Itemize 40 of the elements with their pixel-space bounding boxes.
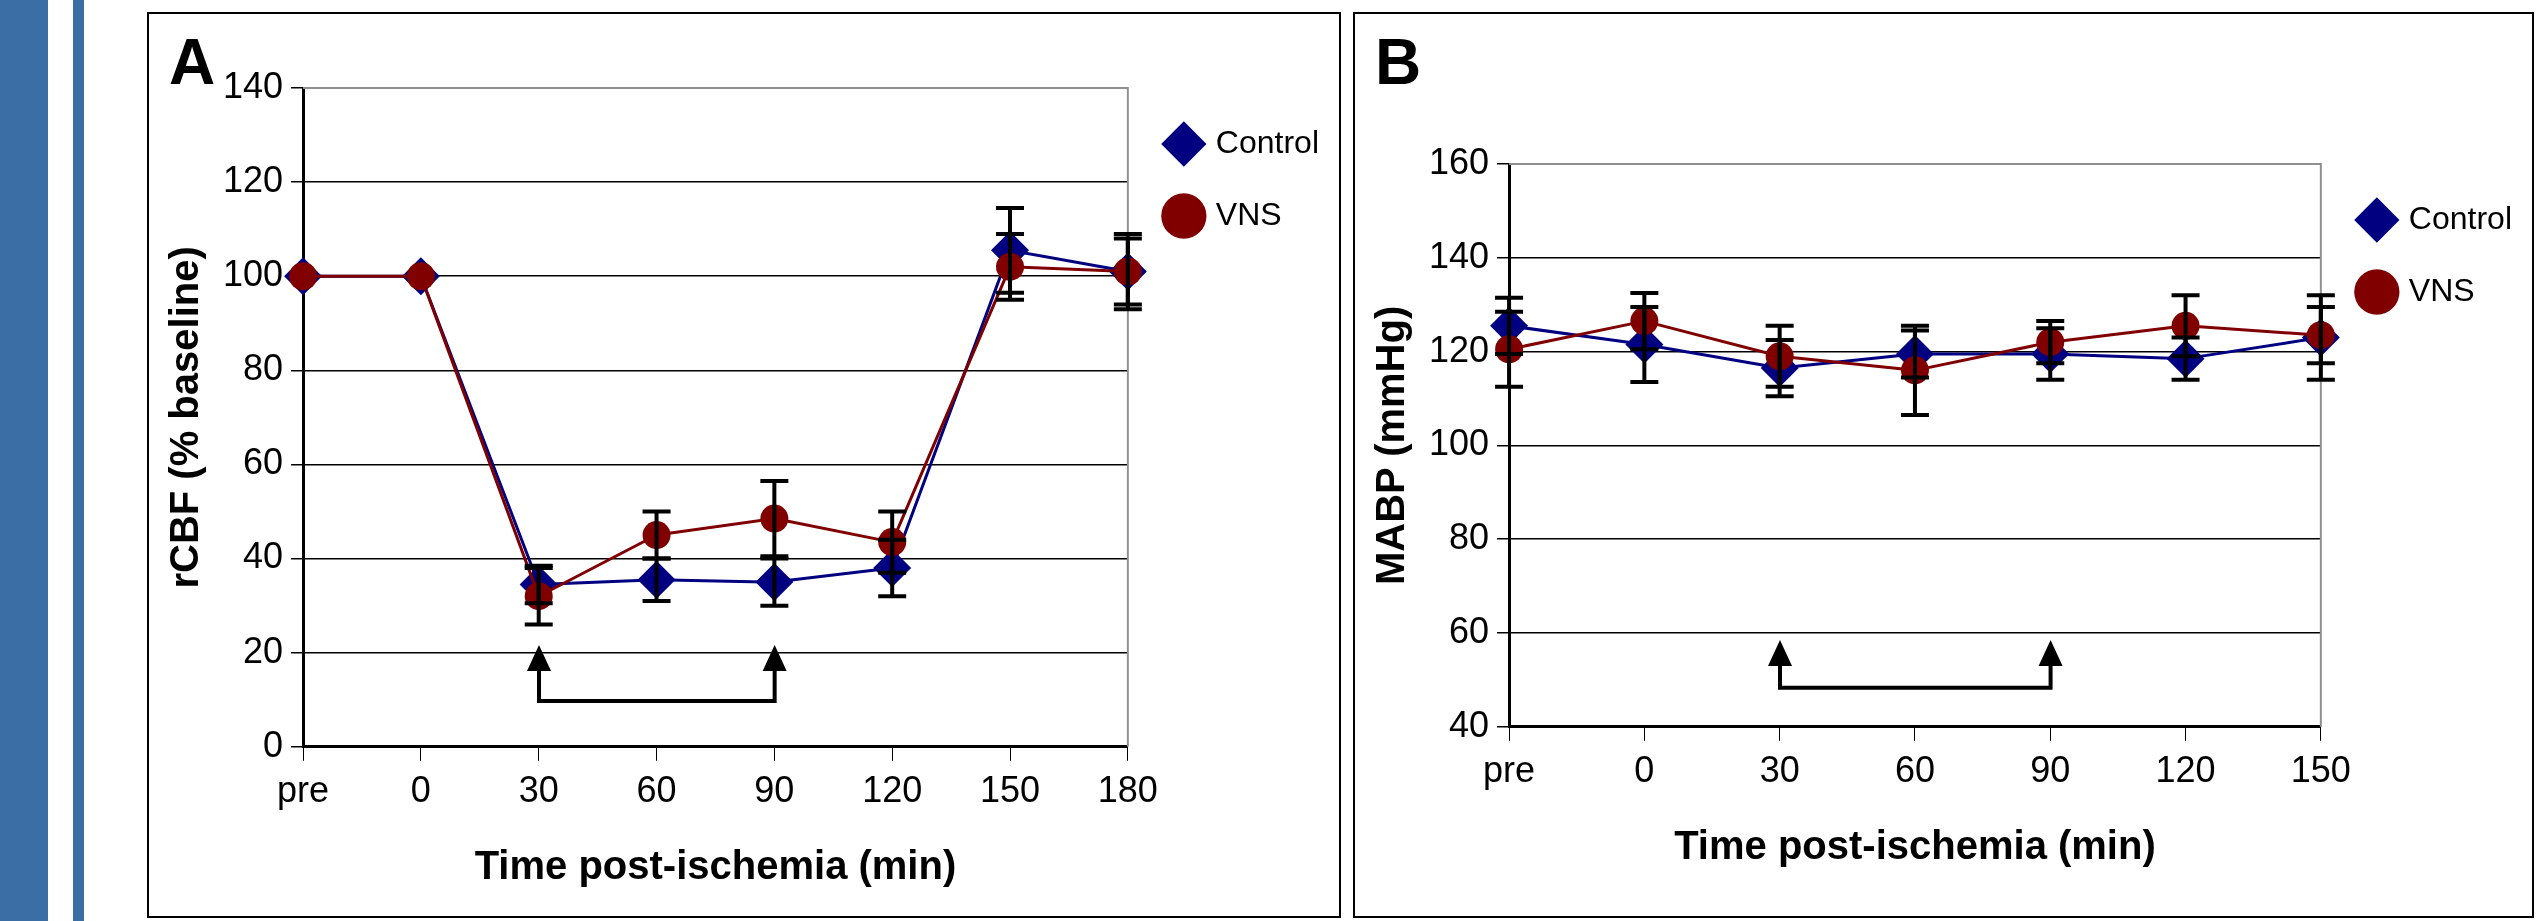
y-tick-label: 120 bbox=[222, 159, 284, 201]
x-tick-label: 0 bbox=[1634, 749, 1655, 791]
text: A bbox=[169, 25, 216, 98]
y-tick-label: 160 bbox=[1428, 140, 1490, 182]
x-tick-label: 30 bbox=[1759, 749, 1800, 791]
y-axis-title: MABP (mmHg) bbox=[1368, 305, 1413, 586]
y-tick-label: 40 bbox=[243, 535, 284, 577]
y-tick-label: 0 bbox=[263, 723, 284, 765]
y-tick-label: 100 bbox=[1428, 422, 1490, 464]
x-tick-label: 60 bbox=[1894, 749, 1935, 791]
x-tick-label: 120 bbox=[862, 769, 923, 811]
x-tick-label: 120 bbox=[2155, 749, 2216, 791]
y-tick-label: 140 bbox=[1428, 234, 1490, 276]
x-tick-label: 150 bbox=[2290, 749, 2351, 791]
y-tick-label: 80 bbox=[243, 347, 284, 389]
y-axis-title: rCBF (% baseline) bbox=[162, 246, 207, 589]
x-tick-label: 0 bbox=[410, 769, 431, 811]
y-tick-label: 80 bbox=[1449, 516, 1490, 558]
x-tick-label: pre bbox=[1483, 749, 1536, 791]
legend-label: VNS bbox=[2408, 271, 2475, 308]
y-tick-label: 120 bbox=[1428, 328, 1490, 370]
y-tick-label: 40 bbox=[1449, 703, 1490, 745]
x-tick-label: pre bbox=[277, 769, 330, 811]
y-tick-label: 140 bbox=[222, 64, 284, 106]
legend-label: Control bbox=[1215, 123, 1319, 160]
x-tick-label: 30 bbox=[518, 769, 559, 811]
x-tick-label: 90 bbox=[2030, 749, 2071, 791]
x-tick-label: 60 bbox=[636, 769, 677, 811]
x-axis-title: Time post-ischemia (min) bbox=[474, 843, 957, 888]
x-axis-title: Time post-ischemia (min) bbox=[1674, 823, 2156, 868]
y-tick-label: 60 bbox=[243, 441, 284, 483]
x-tick-label: 180 bbox=[1097, 769, 1158, 811]
y-tick-label: 100 bbox=[222, 253, 284, 295]
y-tick-label: 20 bbox=[243, 629, 284, 671]
legend-label: VNS bbox=[1215, 195, 1282, 232]
legend-label: Control bbox=[2408, 199, 2512, 236]
x-tick-label: 90 bbox=[754, 769, 795, 811]
text: B bbox=[1375, 25, 1422, 98]
x-tick-label: 150 bbox=[979, 769, 1041, 811]
y-tick-label: 60 bbox=[1449, 609, 1490, 651]
